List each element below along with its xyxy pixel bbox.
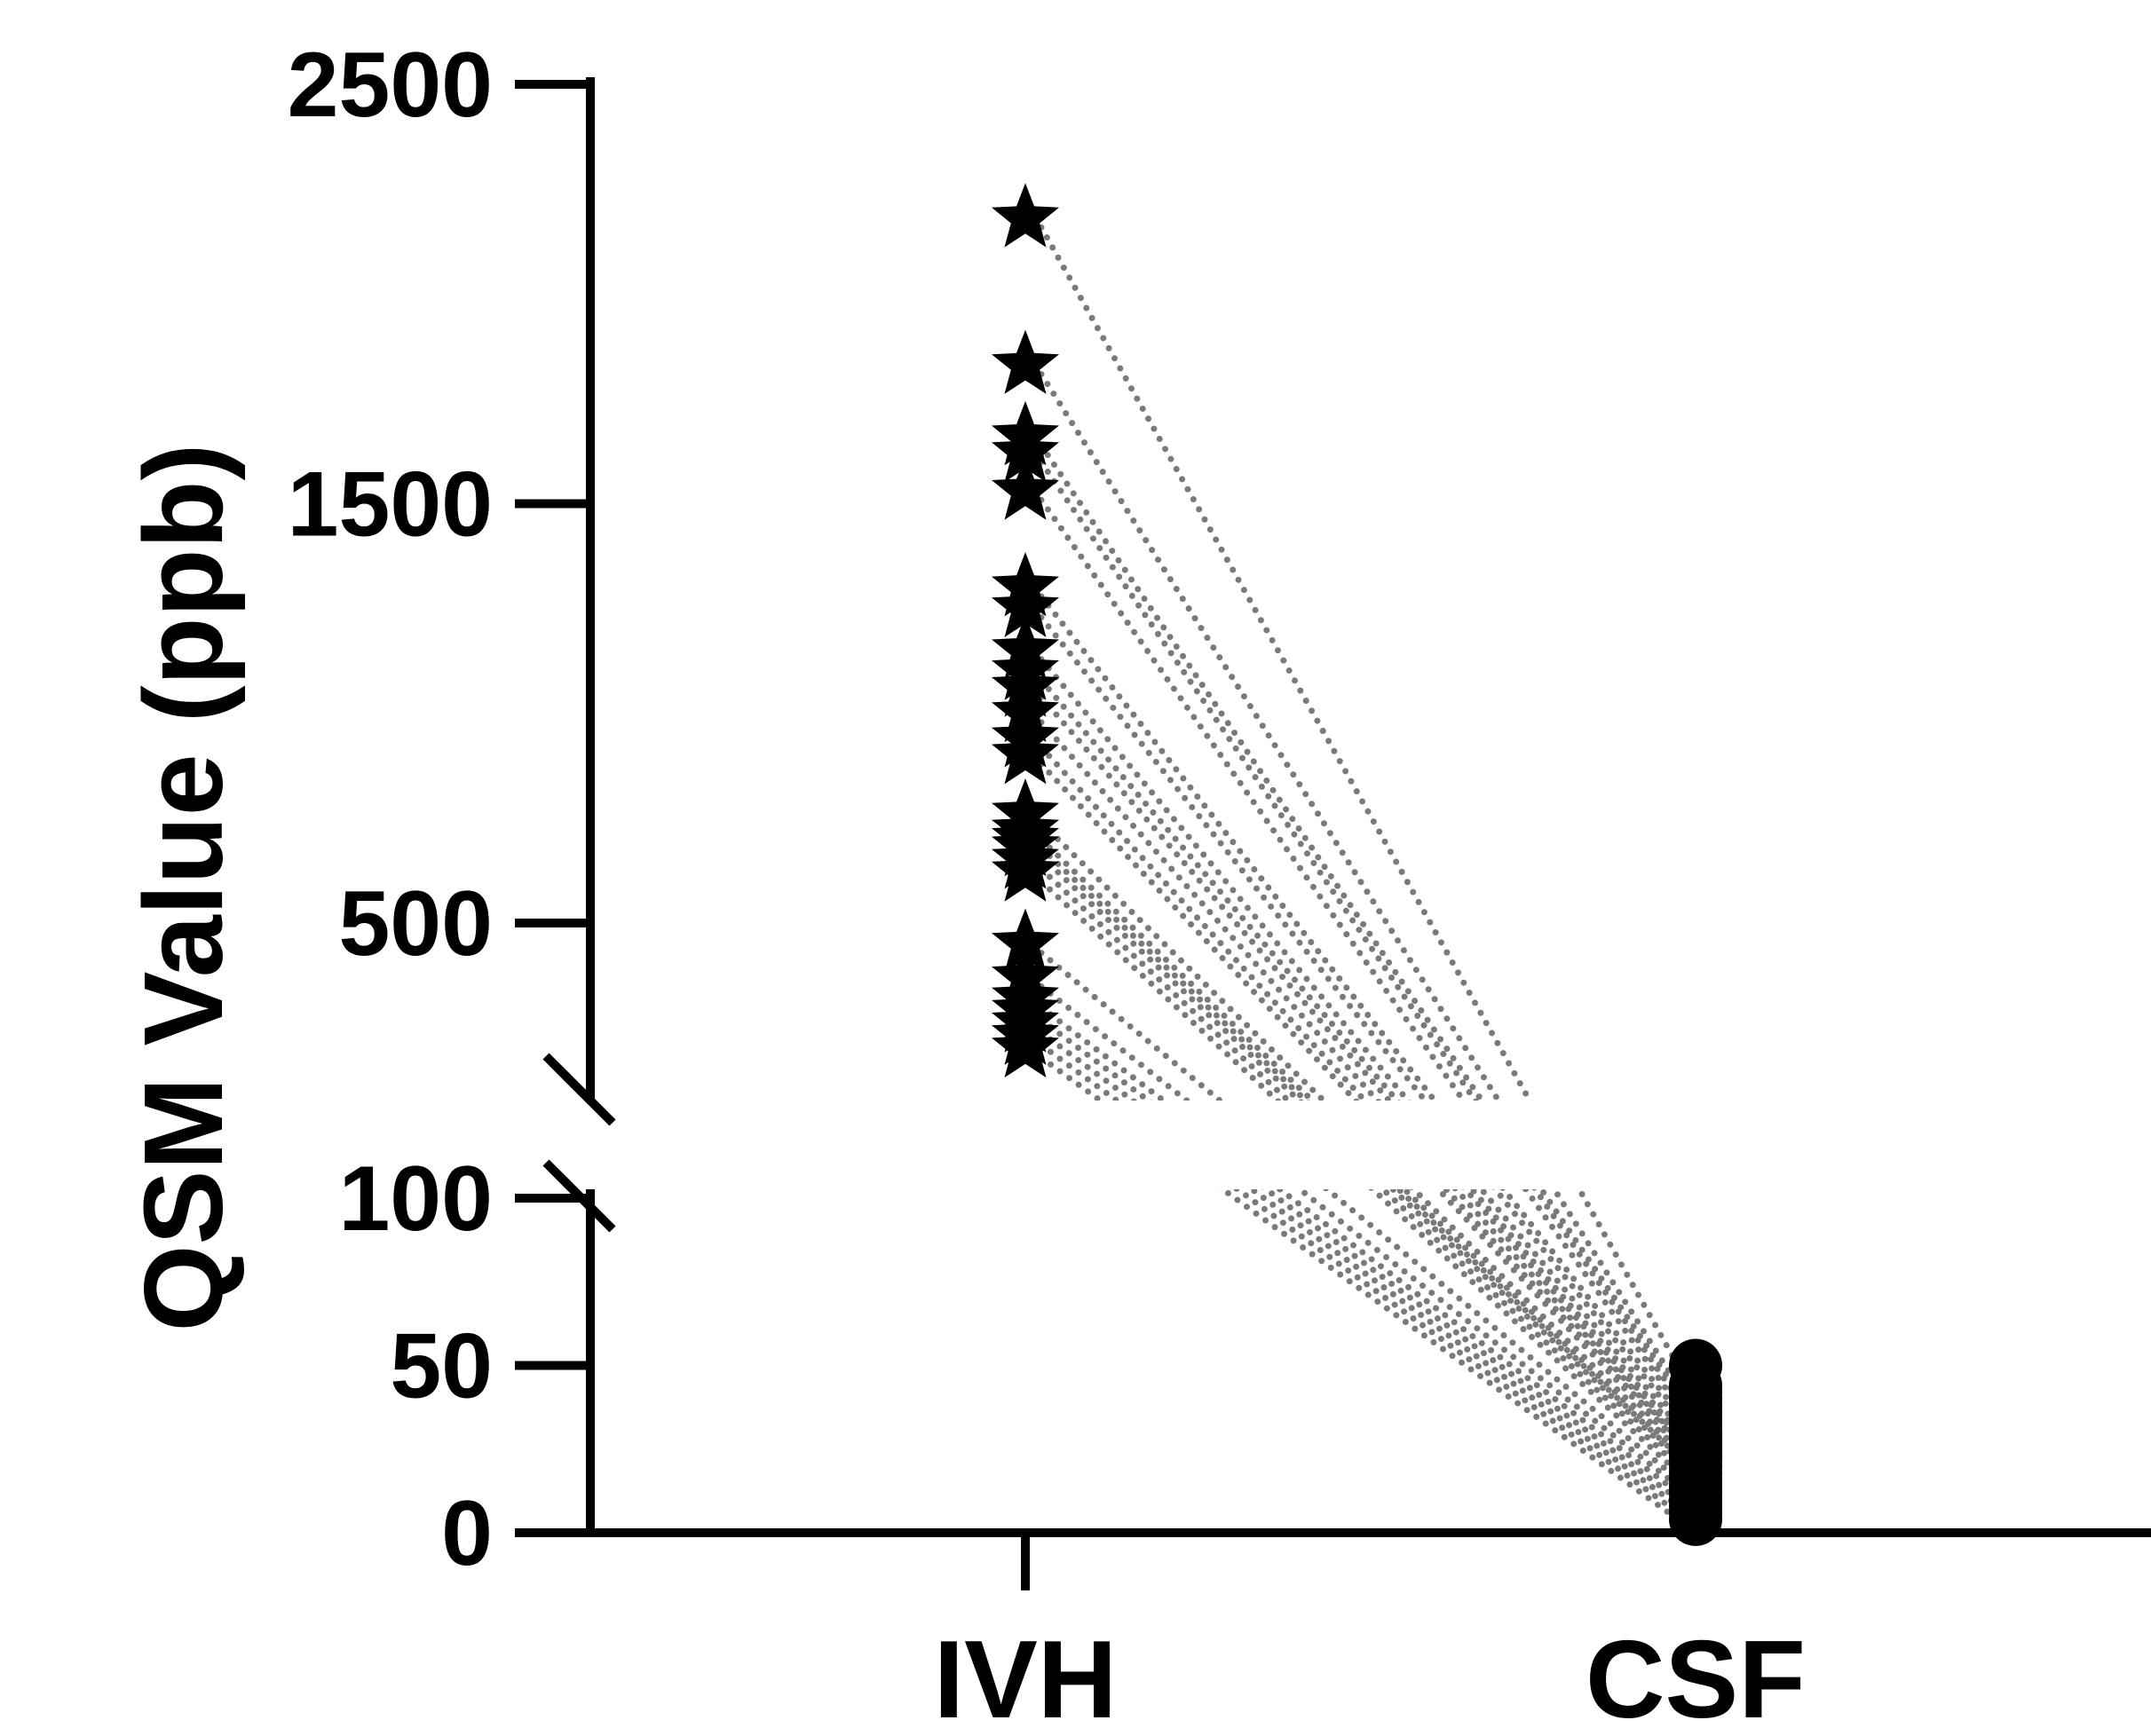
pair-line-2 bbox=[1038, 442, 1681, 1396]
pair-line-5 bbox=[1038, 593, 1681, 1416]
ivh-point-12 bbox=[992, 720, 1059, 785]
pair-line-7 bbox=[1038, 656, 1681, 1429]
ivh-point-0 bbox=[992, 183, 1059, 248]
axis-break-mark-upper bbox=[542, 1053, 616, 1126]
pair-line-21 bbox=[1038, 1004, 1681, 1496]
y-tick-label-50: 50 bbox=[390, 1315, 493, 1418]
pair-line-14 bbox=[1038, 836, 1681, 1456]
pair-line-3 bbox=[1038, 459, 1681, 1402]
ivh-point-1 bbox=[992, 329, 1059, 394]
pair-line-1 bbox=[1038, 371, 1681, 1389]
pair-line-24 bbox=[1038, 1042, 1681, 1516]
axis-break-gap bbox=[462, 1101, 2151, 1189]
pair-line-19 bbox=[1038, 950, 1681, 1483]
pair-line-9 bbox=[1038, 693, 1681, 1440]
ivh-point-4 bbox=[992, 455, 1059, 520]
ivh-markers-group bbox=[992, 183, 1059, 1078]
csf-point-25 bbox=[1669, 1492, 1722, 1546]
axes bbox=[528, 77, 2151, 1590]
ivh-point-25 bbox=[992, 1013, 1059, 1078]
pair-line-10 bbox=[1038, 719, 1681, 1442]
y-tick-label-0: 0 bbox=[441, 1482, 493, 1585]
pair-line-11 bbox=[1038, 744, 1681, 1446]
pair-line-13 bbox=[1038, 819, 1681, 1453]
pair-line-4 bbox=[1038, 496, 1681, 1409]
ivh-point-6 bbox=[992, 572, 1059, 637]
pair-line-25 bbox=[1038, 1054, 1681, 1523]
ivh-point-18 bbox=[992, 837, 1059, 902]
pair-line-20 bbox=[1038, 982, 1681, 1489]
y-ticks-group: 0 50 100 500 1500 2500 bbox=[288, 34, 590, 1585]
y-tick-label-100: 100 bbox=[338, 1148, 493, 1251]
csf-markers-group bbox=[1669, 1338, 1722, 1546]
pair-line-6 bbox=[1038, 614, 1681, 1423]
y-tick-label-2500: 2500 bbox=[288, 34, 493, 137]
pair-line-8 bbox=[1038, 677, 1681, 1436]
x-category-label-csf: CSF bbox=[1586, 1619, 1806, 1736]
pair-line-22 bbox=[1038, 1016, 1681, 1503]
x-category-label-ivh: IVH bbox=[934, 1619, 1118, 1736]
ivh-point-19 bbox=[992, 908, 1059, 973]
ivh-point-3 bbox=[992, 417, 1059, 483]
y-axis-title: QSM Value (ppb) bbox=[121, 443, 246, 1331]
y-tick-label-1500: 1500 bbox=[288, 454, 493, 556]
y-tick-label-500: 500 bbox=[338, 872, 493, 975]
pair-lines-group bbox=[1038, 224, 1681, 1523]
